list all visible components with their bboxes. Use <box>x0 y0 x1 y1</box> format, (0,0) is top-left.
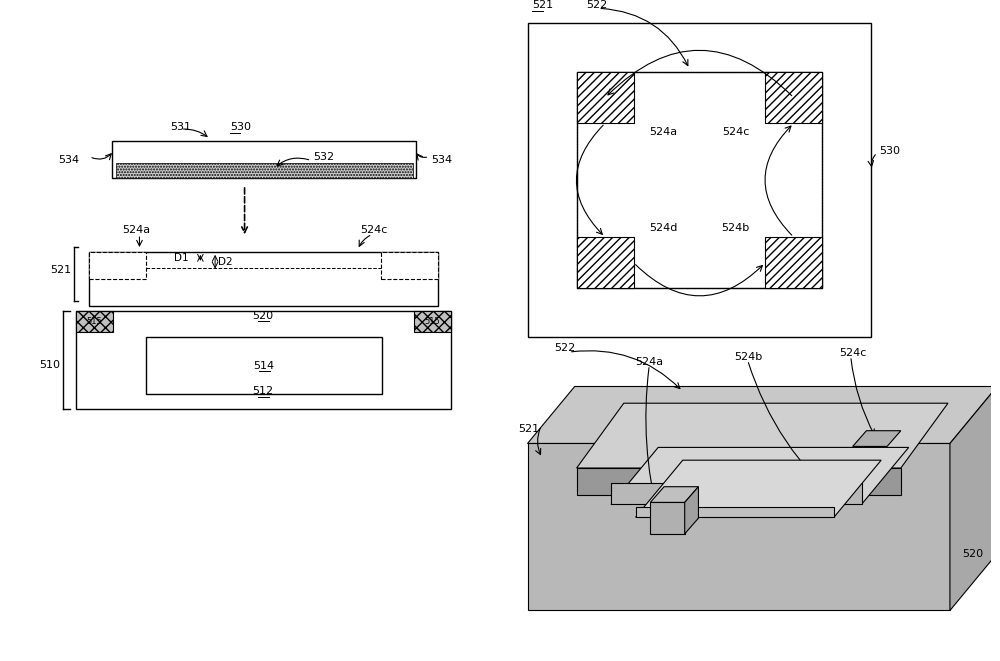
Bar <box>89 252 438 306</box>
Bar <box>112 141 416 178</box>
Text: 534: 534 <box>58 155 80 165</box>
Polygon shape <box>611 447 909 504</box>
Text: 524a: 524a <box>122 225 150 235</box>
Polygon shape <box>853 431 901 446</box>
Bar <box>146 337 382 395</box>
Text: 534: 534 <box>431 155 452 165</box>
Text: 515: 515 <box>86 317 102 326</box>
Text: 524c: 524c <box>839 348 866 358</box>
Bar <box>76 311 451 409</box>
Text: 512: 512 <box>253 387 274 397</box>
Bar <box>414 311 451 332</box>
Polygon shape <box>528 444 950 611</box>
Bar <box>76 311 113 332</box>
Text: 531: 531 <box>170 122 191 132</box>
Bar <box>577 72 822 288</box>
Text: 515: 515 <box>424 317 440 326</box>
Bar <box>577 72 822 288</box>
Text: 524a: 524a <box>636 357 664 367</box>
Polygon shape <box>577 468 901 494</box>
Text: 514: 514 <box>254 361 275 371</box>
Polygon shape <box>685 486 698 534</box>
Bar <box>577 72 634 123</box>
Text: 521: 521 <box>518 424 539 434</box>
Polygon shape <box>650 502 685 534</box>
Text: D2: D2 <box>218 256 233 267</box>
Text: 522: 522 <box>554 343 575 353</box>
Text: 530: 530 <box>230 122 251 132</box>
Text: D1: D1 <box>174 253 189 263</box>
Polygon shape <box>636 508 834 517</box>
Text: 524b: 524b <box>734 352 762 362</box>
Text: 522: 522 <box>586 0 608 11</box>
Text: 521: 521 <box>532 0 554 11</box>
Text: 530: 530 <box>879 145 900 156</box>
Text: 510: 510 <box>39 360 60 370</box>
Bar <box>116 163 413 178</box>
Text: 524a: 524a <box>649 127 677 137</box>
Bar <box>765 237 822 288</box>
Text: 520: 520 <box>253 311 274 321</box>
Polygon shape <box>950 387 997 611</box>
Text: 524d: 524d <box>649 223 677 233</box>
Text: 524c: 524c <box>360 225 388 235</box>
Text: 524c: 524c <box>722 127 749 137</box>
Polygon shape <box>650 486 698 502</box>
Text: 520: 520 <box>962 549 983 559</box>
Polygon shape <box>636 460 881 517</box>
Bar <box>528 23 871 337</box>
Bar <box>765 72 822 123</box>
Text: 532: 532 <box>313 151 334 162</box>
Bar <box>577 237 634 288</box>
Bar <box>381 252 438 280</box>
Text: 524b: 524b <box>722 223 750 233</box>
Text: 521: 521 <box>51 264 72 274</box>
Bar <box>89 252 146 280</box>
Polygon shape <box>611 483 862 504</box>
Polygon shape <box>577 403 948 468</box>
Polygon shape <box>528 387 997 444</box>
